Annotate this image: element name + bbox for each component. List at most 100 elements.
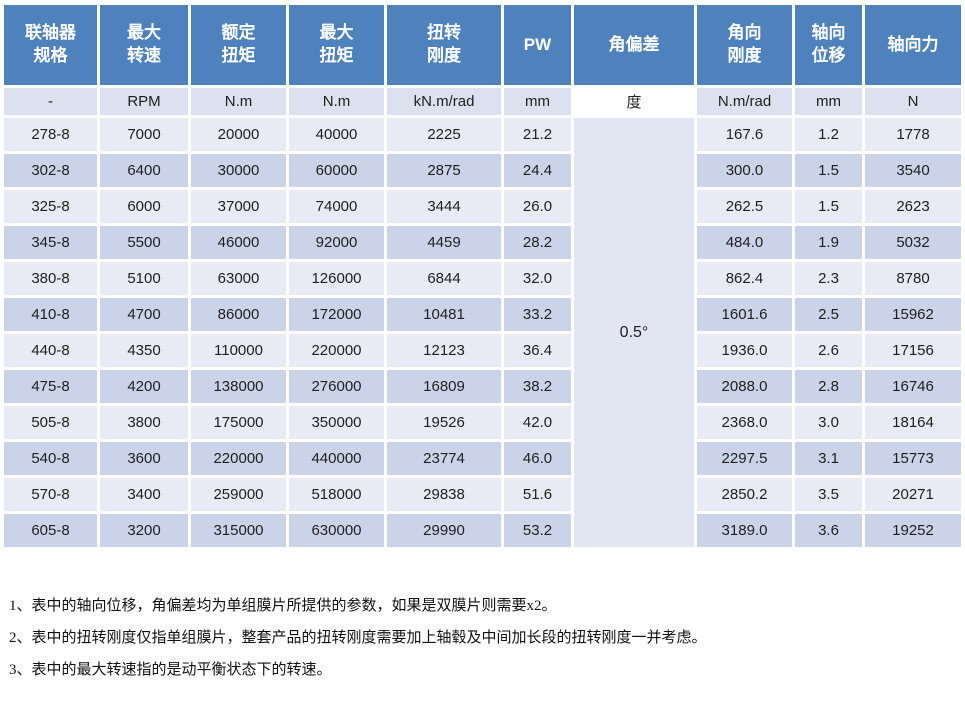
table-cell: 5500 <box>100 226 188 259</box>
table-cell: 315000 <box>191 514 286 547</box>
table-row: 440-8 4350 110000 220000 12123 36.4 1936.0 2.6 1… <box>4 334 961 367</box>
table-cell: 15962 <box>865 298 961 331</box>
table-cell: 1.5 <box>795 190 862 223</box>
table-cell: 86000 <box>191 298 286 331</box>
table-cell: 1936.0 <box>697 334 792 367</box>
table-cell: 2.5 <box>795 298 862 331</box>
footnote-1: 1、表中的轴向位移，角偏差均为单组膜片所提供的参数，如果是双膜片则需要x2。 <box>9 598 557 614</box>
table-cell: 302-8 <box>4 154 97 187</box>
unit-torsional-stiffness: kN.m/rad <box>387 88 501 115</box>
units-row: - RPM N.m N.m kN.m/rad mm 度 N.m/rad mm N <box>4 88 961 115</box>
table-cell: 8780 <box>865 262 961 295</box>
coupling-spec-table: 联轴器 规格 最大 转速 额定 扭矩 最大 扭矩 扭转 刚度 PW 角偏差 角向… <box>1 2 964 550</box>
table-cell: 46.0 <box>504 442 571 475</box>
col-header-max-torque: 最大 扭矩 <box>289 5 384 85</box>
table-cell: 38.2 <box>504 370 571 403</box>
table-cell: 74000 <box>289 190 384 223</box>
col-header-rated-torque: 额定 扭矩 <box>191 5 286 85</box>
unit-pw: mm <box>504 88 571 115</box>
table-cell: 12123 <box>387 334 501 367</box>
col-header-axial-displacement: 轴向 位移 <box>795 5 862 85</box>
table-cell: 325-8 <box>4 190 97 223</box>
table-cell: 28.2 <box>504 226 571 259</box>
table-cell: 300.0 <box>697 154 792 187</box>
table-cell: 2.3 <box>795 262 862 295</box>
table-cell: 126000 <box>289 262 384 295</box>
col-header-torsional-stiffness: 扭转 刚度 <box>387 5 501 85</box>
table-cell: 29990 <box>387 514 501 547</box>
table-cell: 3444 <box>387 190 501 223</box>
table-cell: 1.2 <box>795 118 862 151</box>
table-cell: 24.4 <box>504 154 571 187</box>
table-cell: 3540 <box>865 154 961 187</box>
table-cell: 7000 <box>100 118 188 151</box>
unit-angular-stiffness: N.m/rad <box>697 88 792 115</box>
table-row: 302-8 6400 30000 60000 2875 24.4 300.0 1.5 3540 <box>4 154 961 187</box>
table-cell: 3.5 <box>795 478 862 511</box>
table-cell: 276000 <box>289 370 384 403</box>
unit-coupling-spec: - <box>4 88 97 115</box>
table-cell: 3189.0 <box>697 514 792 547</box>
angular-deviation-merged-cell: 0.5° <box>574 118 694 547</box>
table-cell: 36.4 <box>504 334 571 367</box>
unit-max-speed: RPM <box>100 88 188 115</box>
table-cell: 262.5 <box>697 190 792 223</box>
table-cell: 570-8 <box>4 478 97 511</box>
table-cell: 16746 <box>865 370 961 403</box>
table-cell: 46000 <box>191 226 286 259</box>
table-cell: 51.6 <box>504 478 571 511</box>
table-cell: 2225 <box>387 118 501 151</box>
table-cell: 26.0 <box>504 190 571 223</box>
col-header-axial-force: 轴向力 <box>865 5 961 85</box>
table-row: 325-8 6000 37000 74000 3444 26.0 262.5 1.5 2623 <box>4 190 961 223</box>
table-cell: 410-8 <box>4 298 97 331</box>
table-cell: 42.0 <box>504 406 571 439</box>
table-cell: 110000 <box>191 334 286 367</box>
table-cell: 17156 <box>865 334 961 367</box>
table-cell: 220000 <box>289 334 384 367</box>
table-cell: 15773 <box>865 442 961 475</box>
table-cell: 3800 <box>100 406 188 439</box>
table-cell: 23774 <box>387 442 501 475</box>
table-cell: 3200 <box>100 514 188 547</box>
footnote-3: 3、表中的最大转速指的是动平衡状态下的转速。 <box>9 662 332 678</box>
table-cell: 3600 <box>100 442 188 475</box>
table-row: 570-8 3400 259000 518000 29838 51.6 2850.2 3.5 2… <box>4 478 961 511</box>
table-cell: 138000 <box>191 370 286 403</box>
unit-max-torque: N.m <box>289 88 384 115</box>
table-cell: 2088.0 <box>697 370 792 403</box>
footnote-2: 2、表中的扭转刚度仅指单组膜片，整套产品的扭转刚度需要加上轴毂及中间加长段的扭转… <box>9 630 707 646</box>
unit-rated-torque: N.m <box>191 88 286 115</box>
col-header-pw: PW <box>504 5 571 85</box>
table-cell: 278-8 <box>4 118 97 151</box>
table-cell: 63000 <box>191 262 286 295</box>
table-cell: 605-8 <box>4 514 97 547</box>
table-row: 505-8 3800 175000 350000 19526 42.0 2368.0 3.0 1… <box>4 406 961 439</box>
table-cell: 3.1 <box>795 442 862 475</box>
table-cell: 37000 <box>191 190 286 223</box>
table-cell: 40000 <box>289 118 384 151</box>
table-cell: 175000 <box>191 406 286 439</box>
table-cell: 220000 <box>191 442 286 475</box>
table-cell: 16809 <box>387 370 501 403</box>
table-cell: 53.2 <box>504 514 571 547</box>
table-cell: 4459 <box>387 226 501 259</box>
table-cell: 20000 <box>191 118 286 151</box>
table-cell: 2623 <box>865 190 961 223</box>
table-row: 345-8 5500 46000 92000 4459 28.2 484.0 1.9 5032 <box>4 226 961 259</box>
table-cell: 380-8 <box>4 262 97 295</box>
table-cell: 1.9 <box>795 226 862 259</box>
table-cell: 32.0 <box>504 262 571 295</box>
table-cell: 92000 <box>289 226 384 259</box>
table-cell: 440000 <box>289 442 384 475</box>
footnotes: 1、表中的轴向位移，角偏差均为单组膜片所提供的参数，如果是双膜片则需要x2。 2… <box>1 596 964 680</box>
table-cell: 5032 <box>865 226 961 259</box>
header-row: 联轴器 规格 最大 转速 额定 扭矩 最大 扭矩 扭转 刚度 PW 角偏差 角向… <box>4 5 961 85</box>
col-header-angular-stiffness: 角向 刚度 <box>697 5 792 85</box>
table-cell: 440-8 <box>4 334 97 367</box>
unit-angular-deviation: 度 <box>574 88 694 115</box>
table-row: 540-8 3600 220000 440000 23774 46.0 2297.5 3.1 1… <box>4 442 961 475</box>
table-cell: 1778 <box>865 118 961 151</box>
table-cell: 475-8 <box>4 370 97 403</box>
